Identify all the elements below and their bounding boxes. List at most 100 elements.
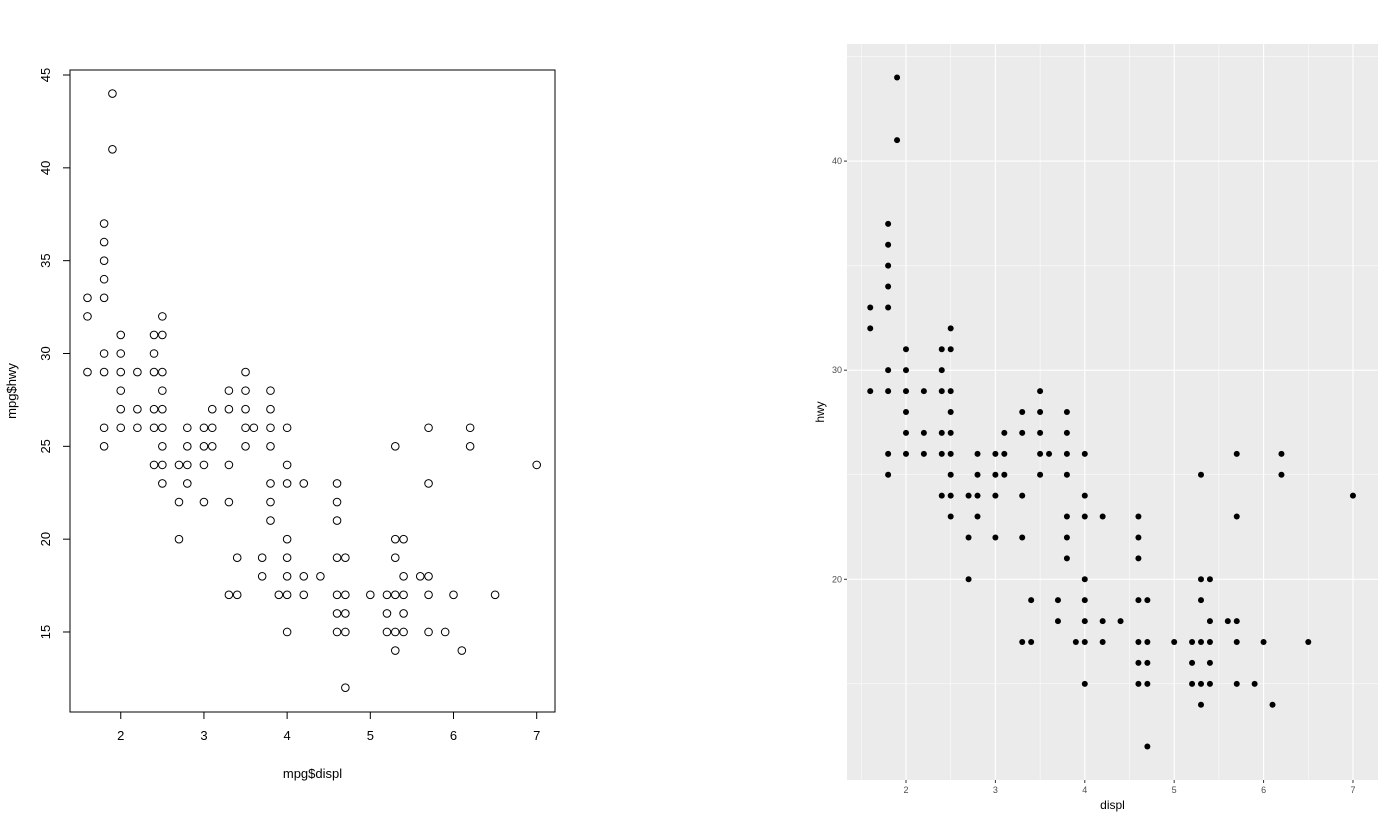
data-point bbox=[266, 442, 275, 451]
data-point bbox=[1063, 555, 1070, 562]
data-point bbox=[399, 590, 408, 600]
data-point bbox=[99, 219, 109, 228]
data-point bbox=[1063, 450, 1070, 457]
data-point bbox=[282, 627, 292, 637]
y-tick-label: 40 bbox=[832, 156, 842, 166]
data-point bbox=[885, 283, 892, 290]
data-point bbox=[947, 450, 954, 457]
ggplot-scatter-plot: 2 3 4 5 6 7 20 30 40 displ hwy bbox=[813, 44, 1378, 812]
data-point bbox=[1001, 450, 1008, 457]
data-point bbox=[133, 367, 142, 377]
data-point bbox=[1054, 618, 1061, 625]
data-point bbox=[116, 367, 126, 377]
data-point bbox=[1046, 450, 1053, 457]
data-point bbox=[232, 590, 242, 600]
data-point bbox=[241, 367, 250, 377]
data-point bbox=[390, 442, 400, 451]
data-point bbox=[390, 646, 400, 655]
data-point bbox=[1081, 680, 1088, 687]
data-point bbox=[920, 429, 927, 436]
data-point bbox=[99, 256, 109, 265]
data-point bbox=[1198, 701, 1204, 708]
data-point bbox=[894, 74, 901, 81]
data-point bbox=[885, 471, 892, 478]
data-point bbox=[992, 471, 999, 478]
data-point bbox=[332, 553, 342, 563]
plot-frame bbox=[69, 69, 556, 713]
y-tick-label: 40 bbox=[38, 161, 53, 175]
data-point bbox=[158, 423, 167, 433]
x-tick-label: 2 bbox=[903, 785, 908, 795]
data-point bbox=[920, 450, 927, 457]
data-point bbox=[1037, 471, 1044, 478]
data-point bbox=[1233, 680, 1240, 687]
data-point bbox=[149, 404, 159, 414]
data-point bbox=[938, 346, 945, 353]
data-point bbox=[390, 590, 400, 600]
data-point bbox=[992, 450, 999, 457]
data-point bbox=[1081, 513, 1088, 520]
data-point bbox=[903, 367, 909, 374]
data-point bbox=[465, 442, 475, 451]
data-point bbox=[1063, 409, 1070, 415]
data-point bbox=[947, 429, 954, 436]
data-point bbox=[341, 609, 350, 618]
data-point bbox=[1135, 639, 1142, 645]
data-point bbox=[266, 479, 275, 488]
data-point bbox=[903, 450, 909, 457]
data-point bbox=[341, 683, 350, 692]
data-point bbox=[1081, 597, 1088, 604]
data-point bbox=[1019, 639, 1026, 645]
data-point bbox=[116, 423, 126, 433]
data-point bbox=[1072, 639, 1079, 645]
data-point bbox=[99, 367, 109, 377]
data-point bbox=[1233, 639, 1240, 645]
data-point bbox=[149, 349, 159, 358]
data-point bbox=[182, 442, 192, 451]
data-point bbox=[99, 349, 109, 358]
data-point bbox=[99, 442, 109, 451]
data-point bbox=[965, 576, 972, 583]
x-tick-label: 6 bbox=[1261, 785, 1266, 795]
data-point bbox=[182, 479, 192, 488]
data-point bbox=[1081, 618, 1088, 625]
data-point bbox=[1037, 409, 1044, 415]
data-point bbox=[490, 590, 500, 600]
data-point bbox=[282, 479, 292, 488]
data-point bbox=[1099, 513, 1106, 520]
data-point bbox=[382, 627, 392, 637]
y-tick-label: 30 bbox=[38, 346, 53, 360]
points bbox=[83, 89, 541, 692]
data-point bbox=[274, 590, 284, 600]
data-point bbox=[316, 571, 325, 581]
data-point bbox=[1063, 471, 1070, 478]
data-point bbox=[282, 553, 292, 563]
data-point bbox=[947, 471, 954, 478]
data-point bbox=[390, 534, 400, 544]
data-point bbox=[1117, 618, 1124, 625]
data-point bbox=[938, 367, 945, 374]
data-point bbox=[332, 497, 342, 507]
data-point bbox=[885, 241, 892, 248]
x-tick-label: 5 bbox=[1172, 785, 1177, 795]
data-point bbox=[366, 590, 375, 600]
data-point bbox=[1019, 409, 1026, 415]
data-point bbox=[1001, 471, 1008, 478]
x-axis: 2 3 4 5 6 7 bbox=[117, 711, 540, 743]
data-point bbox=[1233, 513, 1240, 520]
data-point bbox=[457, 646, 467, 655]
data-point bbox=[133, 423, 142, 433]
data-point bbox=[1189, 659, 1196, 666]
data-point bbox=[399, 609, 408, 618]
data-point bbox=[282, 423, 292, 433]
data-point bbox=[332, 590, 342, 600]
y-tick-label: 35 bbox=[38, 253, 53, 267]
data-point bbox=[449, 590, 458, 600]
data-point bbox=[241, 423, 250, 433]
data-point bbox=[382, 590, 392, 600]
data-point bbox=[885, 262, 892, 269]
data-point bbox=[99, 274, 109, 284]
data-point bbox=[974, 492, 981, 499]
data-point bbox=[903, 429, 909, 436]
data-point bbox=[182, 460, 192, 470]
